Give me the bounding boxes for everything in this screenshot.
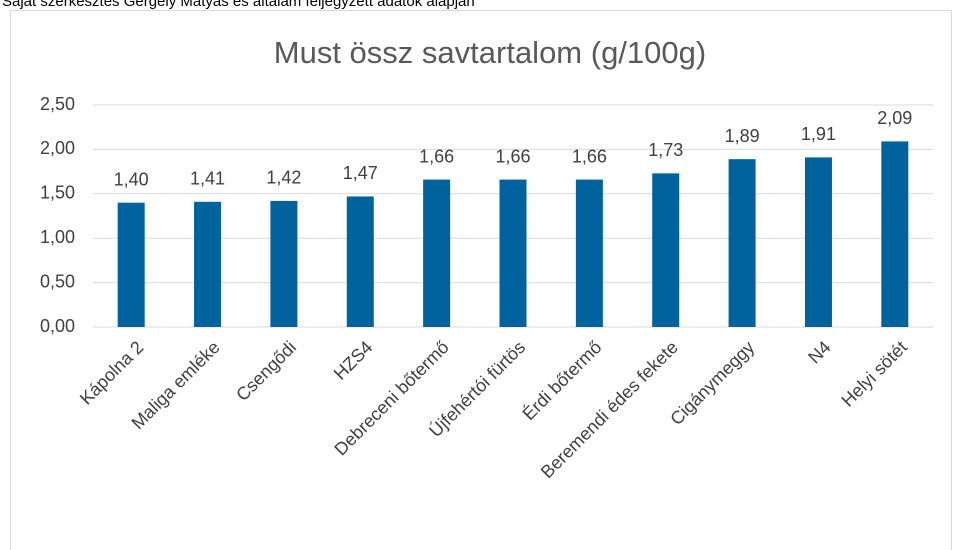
data-label: 2,09 bbox=[877, 108, 912, 128]
y-tick-label: 0,00 bbox=[40, 316, 75, 336]
bar bbox=[346, 196, 374, 327]
bar bbox=[575, 179, 603, 327]
chart-title: Must össz savtartalom (g/100g) bbox=[274, 35, 706, 70]
data-label: 1,41 bbox=[190, 169, 225, 189]
y-tick-label: 0,50 bbox=[40, 271, 75, 291]
data-label: 1,47 bbox=[343, 163, 378, 183]
data-label: 1,66 bbox=[572, 146, 607, 166]
y-tick-label: 2,50 bbox=[40, 94, 75, 114]
bar bbox=[804, 157, 832, 327]
bar bbox=[881, 141, 909, 327]
chart-frame bbox=[10, 10, 952, 550]
y-tick-label: 2,00 bbox=[40, 138, 75, 158]
bar bbox=[117, 202, 145, 327]
data-label: 1,73 bbox=[648, 140, 683, 160]
data-label: 1,42 bbox=[266, 168, 301, 188]
data-label: 1,66 bbox=[495, 146, 530, 166]
bar bbox=[499, 179, 527, 327]
bar bbox=[728, 159, 756, 327]
data-label: 1,89 bbox=[725, 126, 760, 146]
bar bbox=[423, 179, 451, 327]
data-label: 1,40 bbox=[114, 169, 149, 189]
bar bbox=[270, 200, 298, 327]
bar bbox=[194, 201, 222, 327]
caption: Saját szerkesztés Gergely Mátyás és álta… bbox=[2, 0, 475, 10]
y-tick-label: 1,00 bbox=[40, 227, 75, 247]
data-label: 1,66 bbox=[419, 146, 454, 166]
y-tick-label: 1,50 bbox=[40, 183, 75, 203]
bar bbox=[652, 173, 680, 327]
data-label: 1,91 bbox=[801, 124, 836, 144]
